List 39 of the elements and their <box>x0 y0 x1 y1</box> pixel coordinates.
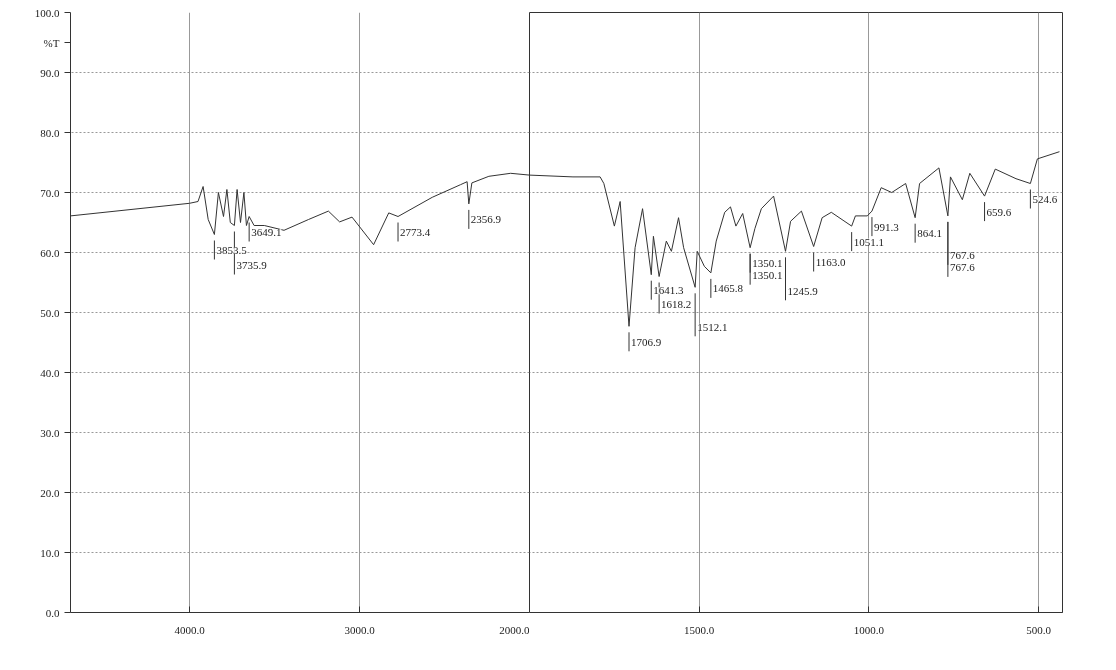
y-tick-label: 10.0 <box>40 546 60 559</box>
annotation: 1641.3 <box>653 284 685 297</box>
annotation: 1350.1 <box>752 269 783 282</box>
y-tick-label: 100.0 <box>34 6 60 19</box>
y-tick-label: 90.0 <box>40 66 60 79</box>
annotation: 864.1 <box>917 227 942 240</box>
annotation: 991.3 <box>873 220 900 233</box>
annotation: 1618.2 <box>661 298 692 310</box>
annotation: 1465.8 <box>712 282 744 295</box>
annotation: 2356.9 <box>470 213 502 226</box>
y-axis-title: %T <box>43 36 60 49</box>
annotation: 767.6 <box>949 249 976 262</box>
y-tick-label: 60.0 <box>40 246 60 259</box>
y-tick-label: 20.0 <box>40 486 60 499</box>
x-tick-label: 4000.0 <box>174 623 206 636</box>
annotation: 1051.1 <box>853 235 884 248</box>
y-tick-label: 50.0 <box>40 306 60 319</box>
y-tick-label: 70.0 <box>40 186 60 199</box>
x-tick-label: 2000.0 <box>499 623 530 636</box>
y-tick-label: 30.0 <box>40 426 60 439</box>
y-tick-label: 0.0 <box>45 606 60 619</box>
x-tick-label: 3000.0 <box>344 623 376 636</box>
annotation: 524.6 <box>1032 193 1058 205</box>
x-tick-label: 1000.0 <box>853 623 885 636</box>
annotation: 3735.9 <box>236 259 268 271</box>
annotation: 659.6 <box>986 205 1012 218</box>
annotation: 3853.5 <box>216 244 248 256</box>
annotation: 1245.9 <box>787 284 819 297</box>
y-tick-label: 40.0 <box>40 366 60 379</box>
annotation: 3649.1 <box>251 226 282 238</box>
annotation: 1512.1 <box>697 320 728 333</box>
annotation: 2773.4 <box>400 226 431 238</box>
y-tick-label: 80.0 <box>40 126 60 139</box>
annotation: 1706.9 <box>631 335 662 348</box>
x-tick-label: 500.0 <box>1026 623 1052 636</box>
annotation: 767.6 <box>949 261 976 274</box>
annotation: 1163.0 <box>815 256 846 268</box>
annotation: 1350.1 <box>752 257 783 270</box>
x-tick-label: 1500.0 <box>684 623 715 636</box>
